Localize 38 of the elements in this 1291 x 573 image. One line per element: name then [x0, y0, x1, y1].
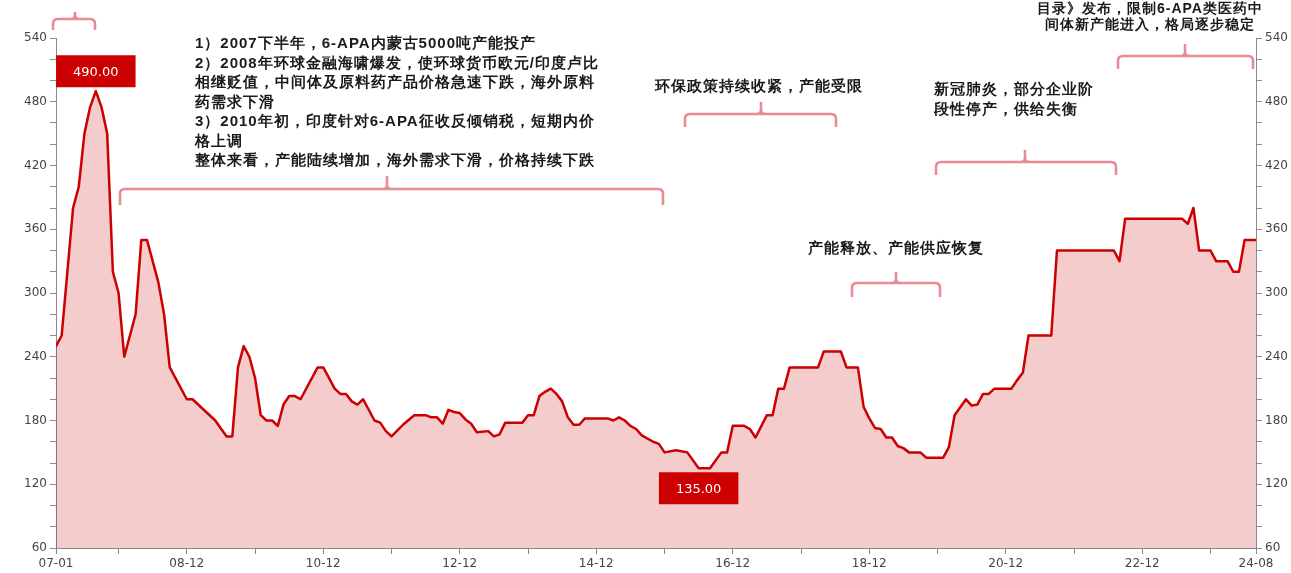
annotation: 环保政策持续收紧，产能受限	[655, 76, 864, 96]
annotation: 3）2010年初，印度针对6-APA征收反倾销税，短期内价格上调	[195, 111, 596, 150]
y2-tick-label: 300	[1265, 285, 1288, 300]
x-tick-label: 24-08	[1238, 556, 1274, 571]
y2-tick-label: 240	[1265, 348, 1288, 363]
y-tick-label: 480	[24, 93, 47, 108]
data-label: 490.00	[73, 63, 119, 79]
y2-tick-label: 480	[1265, 93, 1288, 108]
x-tick-label: 22-12	[1124, 556, 1160, 571]
y2-tick-label: 60	[1265, 540, 1281, 555]
y2-tick-label: 420	[1265, 157, 1288, 172]
y-tick-label: 420	[24, 157, 47, 172]
x-tick-label: 10-12	[305, 556, 341, 571]
annotation: 新冠肺炎，部分企业阶段性停产，供给失衡	[934, 79, 1095, 118]
y2-tick-label: 360	[1265, 221, 1288, 236]
x-tick-label: 08-12	[169, 556, 205, 571]
y2-tick-label: 180	[1265, 412, 1288, 427]
annotation: 产能释放、产能供应恢复	[807, 238, 985, 258]
x-tick-label: 16-12	[715, 556, 751, 571]
data-label: 135.00	[675, 480, 722, 496]
x-tick-label: 14-12	[578, 556, 614, 571]
y2-tick-label: 540	[1265, 30, 1288, 45]
y-tick-label: 540	[24, 30, 47, 45]
y-tick-label: 180	[24, 412, 47, 427]
x-tick-label: 18-12	[851, 556, 887, 571]
y-tick-label: 120	[24, 476, 47, 491]
x-tick-label: 07-01	[38, 556, 74, 571]
x-tick-label: 20-12	[988, 556, 1024, 571]
text: 目录》发布，限制6-APA类医药中间体新产能进入，格局逐步稳定	[1036, 0, 1264, 32]
y-tick-label: 360	[24, 221, 47, 236]
x-tick-label: 12-12	[442, 556, 478, 571]
y2-tick-label: 120	[1265, 476, 1288, 491]
y-tick-label: 60	[31, 540, 47, 555]
annotation: 1）2007下半年，6-APA内蒙古5000吨产能投产	[195, 33, 537, 53]
annotation: 2）2008年环球金融海啸爆发，使环球货币欧元/印度卢比相继贬值，中间体及原料药产品价格急速下跌，海外原料药需求下滑	[195, 52, 600, 111]
y-tick-label: 240	[24, 348, 47, 363]
y-tick-label: 300	[24, 285, 47, 300]
annotation: 整体来看，产能陆续增加，海外需求下滑，价格持续下跌	[195, 150, 596, 170]
